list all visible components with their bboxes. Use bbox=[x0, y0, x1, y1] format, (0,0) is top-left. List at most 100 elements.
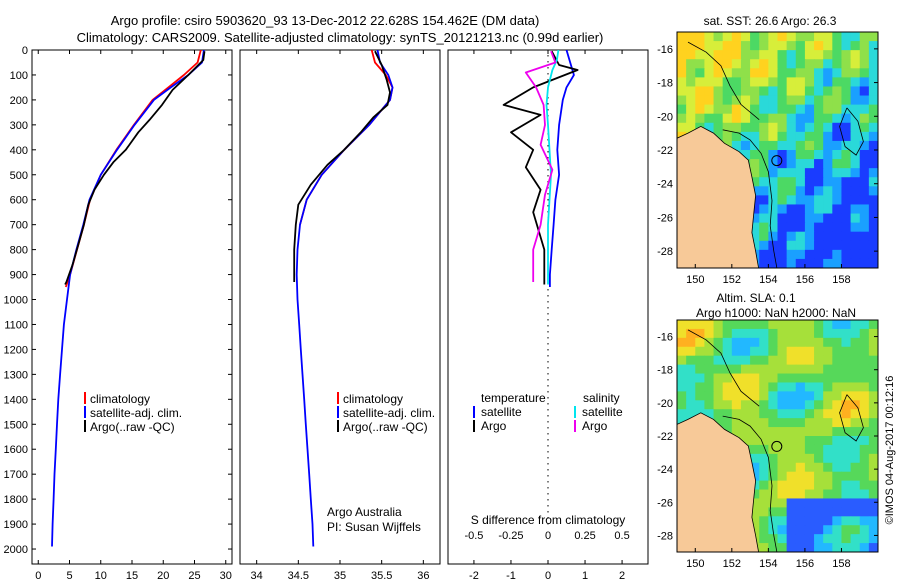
map-cell bbox=[786, 328, 797, 339]
x-tick-label: 25 bbox=[188, 570, 200, 580]
sla-map-title-line2: Argo h1000: NaN h2000: NaN bbox=[696, 306, 856, 320]
map-cell bbox=[777, 337, 788, 348]
map-cell bbox=[859, 86, 870, 97]
map-cell bbox=[777, 159, 788, 169]
map-cell bbox=[850, 186, 861, 196]
map-cell bbox=[814, 249, 824, 260]
map-cell bbox=[859, 222, 870, 233]
map-cell bbox=[777, 453, 788, 464]
map-cell bbox=[795, 320, 806, 330]
map-cell bbox=[759, 86, 769, 97]
map-cell bbox=[795, 195, 806, 206]
series-satellite-adj-clim- bbox=[51, 50, 205, 547]
map-cell bbox=[677, 320, 687, 330]
map-cell bbox=[686, 86, 696, 97]
map-cell bbox=[704, 86, 715, 97]
map-cell bbox=[740, 364, 751, 375]
map-cell bbox=[868, 436, 878, 446]
map-cell bbox=[750, 59, 760, 69]
map-cell bbox=[850, 355, 861, 366]
map-cell bbox=[804, 168, 815, 178]
map-cell bbox=[795, 113, 806, 124]
map-cell bbox=[677, 382, 687, 392]
map-cell bbox=[731, 382, 742, 392]
map-cell bbox=[750, 498, 760, 508]
y-tick-label: 1000 bbox=[4, 295, 28, 307]
map-cell bbox=[804, 32, 815, 42]
legend-title-salinity: salinity bbox=[583, 391, 620, 405]
map-cell bbox=[768, 507, 779, 517]
map-cell bbox=[868, 249, 878, 260]
legend-label-satellite: satellite-adj. clim. bbox=[343, 406, 435, 420]
map-cell bbox=[814, 400, 824, 410]
map-cell bbox=[750, 320, 760, 330]
x-tick-label: 20 bbox=[157, 570, 169, 580]
map-cell bbox=[804, 453, 815, 464]
series-salinity-satellite bbox=[545, 50, 560, 285]
map-cell bbox=[859, 68, 870, 78]
map-cell bbox=[841, 186, 852, 196]
map-cell bbox=[759, 436, 769, 446]
legend-label-s-argo: Argo bbox=[582, 419, 608, 433]
map-cell bbox=[804, 195, 815, 206]
map-cell bbox=[850, 131, 861, 142]
map-cell bbox=[841, 213, 852, 224]
map-cell bbox=[868, 382, 878, 392]
map-cell bbox=[841, 68, 852, 78]
y-tick-label: 1600 bbox=[4, 444, 28, 456]
map-cell bbox=[814, 480, 824, 491]
map-cell bbox=[777, 320, 788, 330]
map-cell bbox=[868, 258, 878, 268]
map-cell bbox=[686, 373, 696, 384]
map-cell bbox=[759, 258, 769, 268]
map-cell bbox=[868, 427, 878, 437]
map-cell bbox=[850, 364, 861, 375]
map-cell bbox=[841, 409, 852, 419]
map-cell bbox=[740, 77, 751, 88]
map-cell bbox=[868, 418, 878, 428]
map-cell bbox=[795, 444, 806, 455]
map-cell bbox=[713, 328, 724, 339]
map-cell bbox=[704, 104, 715, 115]
map-cell bbox=[804, 104, 815, 115]
map-cell bbox=[868, 480, 878, 491]
map-cell bbox=[722, 346, 733, 357]
map-cell bbox=[759, 204, 769, 215]
map-cell bbox=[859, 213, 870, 224]
map-cell bbox=[768, 77, 779, 88]
map-cell bbox=[722, 373, 733, 384]
map-cell bbox=[859, 480, 870, 491]
map-cell bbox=[704, 382, 715, 392]
map-cell bbox=[686, 59, 696, 69]
map-cell bbox=[795, 346, 806, 357]
s-tick-label: -0.5 bbox=[464, 530, 483, 542]
map-cell bbox=[859, 507, 870, 517]
map-cell bbox=[795, 86, 806, 97]
map-cell bbox=[841, 168, 852, 178]
y-tick-label: 1900 bbox=[4, 519, 28, 531]
map-lon-label: 152 bbox=[723, 274, 741, 286]
map-cell bbox=[750, 95, 760, 106]
map-cell bbox=[832, 32, 843, 42]
map-cell bbox=[795, 507, 806, 517]
map-cell bbox=[823, 104, 833, 115]
map-cell bbox=[777, 400, 788, 410]
map-cell bbox=[868, 122, 878, 133]
map-cell bbox=[677, 346, 687, 357]
map-cell bbox=[786, 231, 797, 242]
reef-contour bbox=[687, 329, 760, 407]
map-cell bbox=[795, 471, 806, 482]
map-cell bbox=[768, 140, 779, 151]
map-cell bbox=[823, 258, 833, 268]
map-cell bbox=[850, 444, 861, 455]
y-tick-label: 800 bbox=[10, 245, 28, 257]
map-cell bbox=[814, 150, 824, 160]
map-cell bbox=[804, 204, 815, 215]
map-cell bbox=[804, 186, 815, 196]
map-cell bbox=[868, 222, 878, 233]
map-cell bbox=[850, 258, 861, 268]
map-cell bbox=[750, 177, 760, 187]
map-cell bbox=[777, 543, 788, 552]
map-cell bbox=[804, 95, 815, 106]
x-tick-label: 10 bbox=[95, 570, 107, 580]
